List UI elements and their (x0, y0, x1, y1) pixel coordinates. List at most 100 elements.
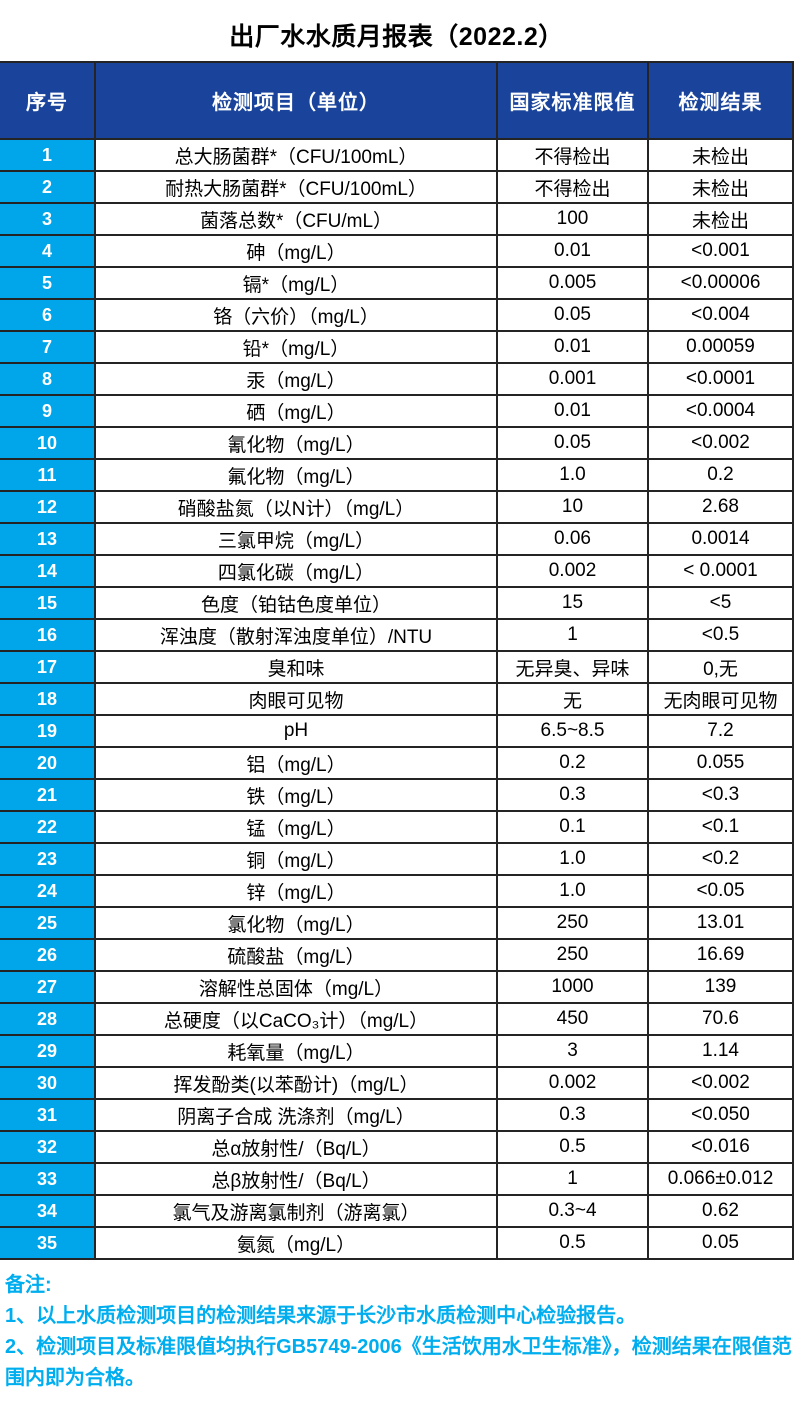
limit-cell: 250 (496, 906, 649, 940)
limit-cell: 0.5 (496, 1130, 649, 1164)
table-row: 2 耐热大肠菌群*（CFU/100mL） 不得检出 未检出 (0, 170, 794, 204)
item-cell: 氰化物（mg/L） (94, 426, 498, 460)
item-cell: 锰（mg/L） (94, 810, 498, 844)
table-row: 29 耗氧量（mg/L） 3 1.14 (0, 1034, 794, 1068)
row-number-cell: 34 (0, 1194, 96, 1228)
row-number-cell: 16 (0, 618, 96, 652)
item-cell: 砷（mg/L） (94, 234, 498, 268)
table-row: 24 锌（mg/L） 1.0 <0.05 (0, 874, 794, 908)
result-cell: 0.055 (647, 746, 794, 780)
result-cell: <0.5 (647, 618, 794, 652)
table-row: 1 总大肠菌群*（CFU/100mL） 不得检出 未检出 (0, 138, 794, 172)
row-number-cell: 15 (0, 586, 96, 620)
row-number-cell: 26 (0, 938, 96, 972)
row-number-cell: 2 (0, 170, 96, 204)
row-number-cell: 5 (0, 266, 96, 300)
table-row: 7 铅*（mg/L） 0.01 0.00059 (0, 330, 794, 364)
row-number-cell: 4 (0, 234, 96, 268)
row-number-cell: 22 (0, 810, 96, 844)
item-cell: 氯化物（mg/L） (94, 906, 498, 940)
item-cell: 铅*（mg/L） (94, 330, 498, 364)
item-cell: 镉*（mg/L） (94, 266, 498, 300)
limit-cell: 0.3~4 (496, 1194, 649, 1228)
limit-cell: 0.005 (496, 266, 649, 300)
table-row: 11 氟化物（mg/L） 1.0 0.2 (0, 458, 794, 492)
table-row: 32 总α放射性/（Bq/L） 0.5 <0.016 (0, 1130, 794, 1164)
item-cell: 汞（mg/L） (94, 362, 498, 396)
result-cell: <0.002 (647, 426, 794, 460)
limit-cell: 1.0 (496, 842, 649, 876)
limit-cell: 450 (496, 1002, 649, 1036)
result-cell: <0.2 (647, 842, 794, 876)
limit-cell: 10 (496, 490, 649, 524)
item-cell: 硝酸盐氮（以N计）（mg/L） (94, 490, 498, 524)
item-cell: 硫酸盐（mg/L） (94, 938, 498, 972)
row-number-cell: 30 (0, 1066, 96, 1100)
table-row: 6 铬（六价）（mg/L） 0.05 <0.004 (0, 298, 794, 332)
item-cell: 挥发酚类(以苯酚计)（mg/L） (94, 1066, 498, 1100)
row-number-cell: 3 (0, 202, 96, 236)
row-number-cell: 28 (0, 1002, 96, 1036)
limit-cell: 0.5 (496, 1226, 649, 1260)
item-cell: 铁（mg/L） (94, 778, 498, 812)
notes-label: 备注: (5, 1274, 52, 1296)
result-cell: 0.00059 (647, 330, 794, 364)
table-header: 序号 检测项目（单位） 国家标准限值 检测结果 (0, 61, 794, 140)
item-cell: 铬（六价）（mg/L） (94, 298, 498, 332)
row-number-cell: 1 (0, 138, 96, 172)
item-cell: 四氯化碳（mg/L） (94, 554, 498, 588)
row-number-cell: 12 (0, 490, 96, 524)
item-cell: 锌（mg/L） (94, 874, 498, 908)
row-number-cell: 29 (0, 1034, 96, 1068)
limit-cell: 不得检出 (496, 170, 649, 204)
row-number-cell: 31 (0, 1098, 96, 1132)
row-number-cell: 9 (0, 394, 96, 428)
row-number-cell: 10 (0, 426, 96, 460)
item-cell: 三氯甲烷（mg/L） (94, 522, 498, 556)
item-cell: 肉眼可见物 (94, 682, 498, 716)
table-row: 4 砷（mg/L） 0.01 <0.001 (0, 234, 794, 268)
result-cell: <0.016 (647, 1130, 794, 1164)
limit-cell: 1 (496, 1162, 649, 1196)
row-number-cell: 11 (0, 458, 96, 492)
result-cell: 139 (647, 970, 794, 1004)
table-row: 25 氯化物（mg/L） 250 13.01 (0, 906, 794, 940)
item-cell: 铝（mg/L） (94, 746, 498, 780)
limit-cell: 0.3 (496, 1098, 649, 1132)
limit-cell: 250 (496, 938, 649, 972)
item-cell: 总硬度（以CaCO₃计）（mg/L） (94, 1002, 498, 1036)
result-cell: <0.00006 (647, 266, 794, 300)
item-cell: 浑浊度（散射浑浊度单位）/NTU (94, 618, 498, 652)
row-number-cell: 18 (0, 682, 96, 716)
result-cell: 16.69 (647, 938, 794, 972)
col-header-index: 序号 (0, 61, 96, 140)
table-row: 3 菌落总数*（CFU/mL） 100 未检出 (0, 202, 794, 236)
table-row: 16 浑浊度（散射浑浊度单位）/NTU 1 <0.5 (0, 618, 794, 652)
result-cell: 1.14 (647, 1034, 794, 1068)
result-cell: 无肉眼可见物 (647, 682, 794, 716)
limit-cell: 6.5~8.5 (496, 714, 649, 748)
water-quality-table: 序号 检测项目（单位） 国家标准限值 检测结果 1 总大肠菌群*（CFU/100… (0, 61, 794, 1260)
limit-cell: 1.0 (496, 458, 649, 492)
row-number-cell: 19 (0, 714, 96, 748)
result-cell: <5 (647, 586, 794, 620)
table-row: 21 铁（mg/L） 0.3 <0.3 (0, 778, 794, 812)
row-number-cell: 13 (0, 522, 96, 556)
item-cell: 氯气及游离氯制剂（游离氯） (94, 1194, 498, 1228)
item-cell: 阴离子合成 洗涤剂（mg/L） (94, 1098, 498, 1132)
row-number-cell: 17 (0, 650, 96, 684)
header-row: 序号 检测项目（单位） 国家标准限值 检测结果 (0, 61, 794, 140)
limit-cell: 1 (496, 618, 649, 652)
row-number-cell: 25 (0, 906, 96, 940)
col-header-limit: 国家标准限值 (496, 61, 649, 140)
row-number-cell: 33 (0, 1162, 96, 1196)
table-row: 17 臭和味 无异臭、异味 0,无 (0, 650, 794, 684)
limit-cell: 无异臭、异味 (496, 650, 649, 684)
item-cell: pH (94, 714, 498, 748)
limit-cell: 0.05 (496, 426, 649, 460)
result-cell: 0.2 (647, 458, 794, 492)
limit-cell: 0.06 (496, 522, 649, 556)
table-body: 1 总大肠菌群*（CFU/100mL） 不得检出 未检出 2 耐热大肠菌群*（C… (0, 138, 794, 1260)
row-number-cell: 6 (0, 298, 96, 332)
limit-cell: 0.01 (496, 234, 649, 268)
